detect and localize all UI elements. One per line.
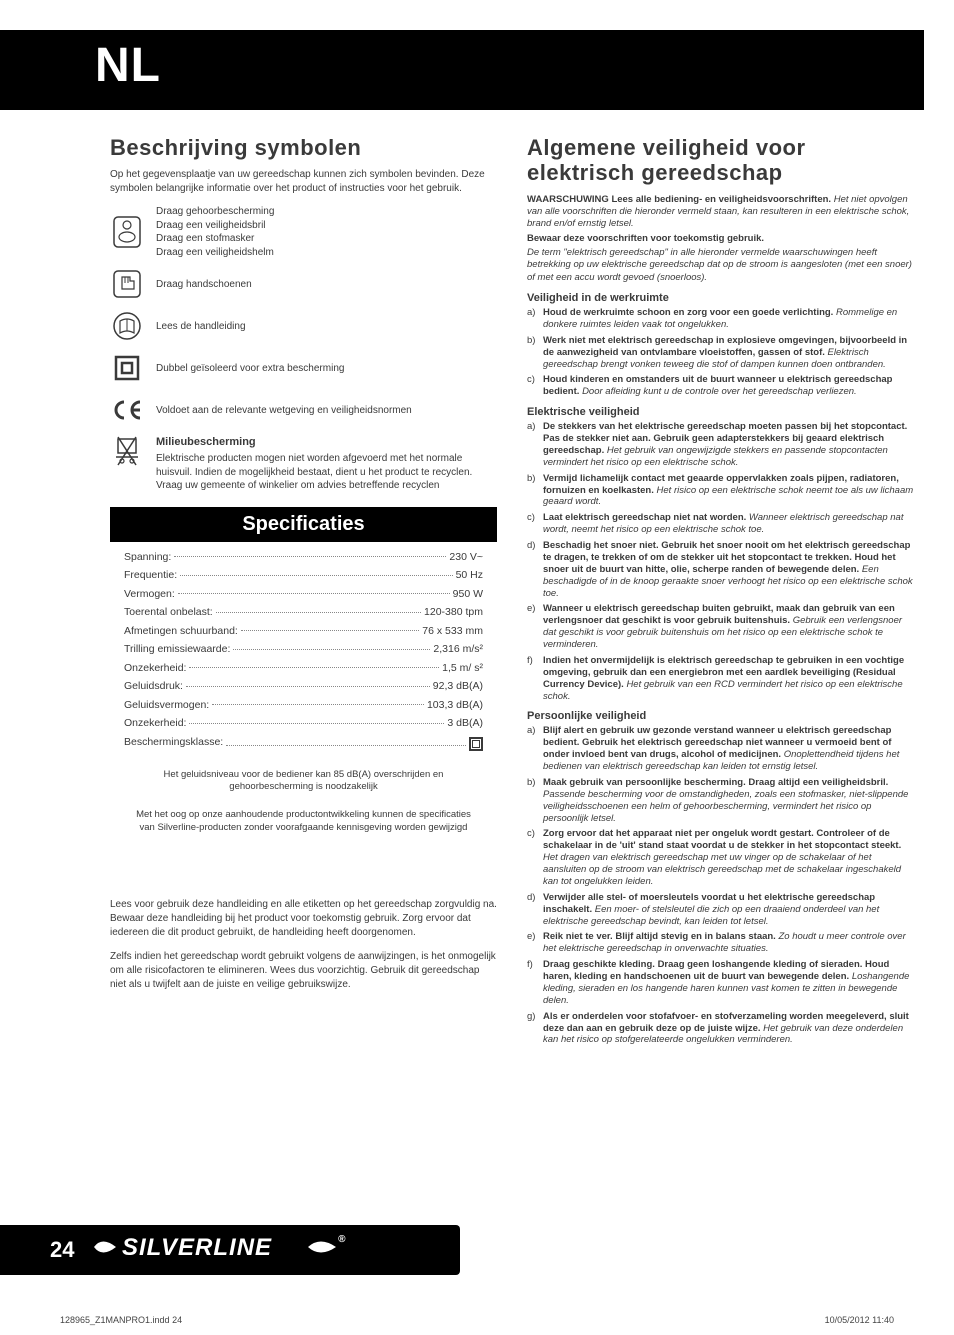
spec-row: Geluidsdruk: 92,3 dB(A) [124,681,483,692]
safety-subheading: Elektrische veiligheid [527,406,914,418]
symbol-text: Lees de handleiding [156,320,246,334]
spec-row: Toerental onbelast: 120-380 tpm [124,607,483,618]
ce-icon [110,393,144,427]
warning-keep: Bewaar deze voorschriften voor toekomsti… [527,233,914,245]
safety-list: a)De stekkers van het elektrische gereed… [527,421,914,702]
safety-subheading: Persoonlijke veiligheid [527,710,914,722]
safety-item: d)Beschadig het snoer niet. Gebruik het … [543,540,914,599]
env-text: Elektrische producten mogen niet worden … [156,453,472,491]
spec-label: Trilling emissiewaarde: [124,644,230,655]
manual-icon [110,309,144,343]
safety-list: a)Houd de werkruimte schoon en zorg voor… [527,307,914,398]
svg-text:SILVERLINE: SILVERLINE [122,1234,272,1261]
spec-label: Geluidsvermogen: [124,700,209,711]
safety-item: a)De stekkers van het elektrische gereed… [543,421,914,469]
print-date: 10/05/2012 11:40 [825,1315,894,1325]
brand-logo: SILVERLINE ® [92,1230,352,1271]
spec-note-noise: Het geluidsniveau voor de bediener kan 8… [110,765,497,798]
safety-item: g)Als er onderdelen voor stofafvoer- en … [543,1011,914,1047]
left-column: Beschrijving symbolen Op het gegevenspla… [110,135,497,1050]
spec-note-change: Met het oog op onze aanhoudende producto… [110,805,497,838]
spec-value: 230 V~ [449,552,483,563]
spec-value: 120-380 tpm [424,607,483,618]
spec-label: Geluidsdruk: [124,681,183,692]
symbol-text: Draag handschoenen [156,278,252,292]
spec-value: 950 W [453,589,483,600]
warning-definition: De term "elektrisch gereedschap" in alle… [527,247,914,284]
safety-item: c)Houd kinderen en omstanders uit de buu… [543,374,914,398]
warning-lead: WAARSCHUWING Lees alle bediening- en vei… [527,194,831,205]
safety-item: c)Laat elektrisch gereedschap niet nat w… [543,512,914,536]
symbol-text: Voldoet aan de relevante wetgeving en ve… [156,404,412,418]
spec-row: Afmetingen schuurband: 76 x 533 mm [124,626,483,637]
ppe-icon [110,215,144,249]
spec-value: 103,3 dB(A) [427,700,483,711]
symbol-row: Draag gehoorbeschermingDraag een veiligh… [110,205,497,259]
safety-heading: Algemene veiligheid voor elektrisch gere… [527,135,914,186]
safety-subheading: Veiligheid in de werkruimte [527,292,914,304]
language-bar: NL [0,30,924,110]
spec-heading: Specificaties [110,507,497,542]
safety-item: c)Zorg ervoor dat het apparaat niet per … [543,828,914,887]
spec-label: Vermogen: [124,589,175,600]
gloves-icon [110,267,144,301]
language-code: NL [95,38,161,93]
safety-item: b)Maak gebruik van persoonlijke bescherm… [543,777,914,825]
double-insulated-icon [110,351,144,385]
spec-value: 50 Hz [456,570,483,581]
safety-list: a)Blijf alert en gebruik uw gezonde vers… [527,725,914,1046]
spec-label: Beschermingsklasse: [124,737,223,751]
safety-item: e)Wanneer u elektrisch gereedschap buite… [543,603,914,651]
usage-para-1: Lees voor gebruik deze handleiding en al… [110,898,497,940]
spec-value: 1,5 m/ s² [442,663,483,674]
symbol-row: Voldoet aan de relevante wetgeving en ve… [110,393,497,427]
spec-label: Frequentie: [124,570,177,581]
spec-value [469,737,483,751]
safety-item: e)Reik niet te ver. Blijf altijd stevig … [543,931,914,955]
symbols-heading: Beschrijving symbolen [110,135,497,160]
spec-label: Onzekerheid: [124,718,186,729]
safety-item: a)Houd de werkruimte schoon en zorg voor… [543,307,914,331]
print-metadata: 128965_Z1MANPRO1.indd 24 10/05/2012 11:4… [60,1315,894,1325]
spec-row: Geluidsvermogen: 103,3 dB(A) [124,700,483,711]
safety-item: f)Indien het onvermijdelijk is elektrisc… [543,655,914,703]
safety-item: a)Blijf alert en gebruik uw gezonde vers… [543,725,914,773]
spec-label: Onzekerheid: [124,663,186,674]
safety-item: f)Draag geschikte kleding. Draag geen lo… [543,959,914,1007]
spec-value: 76 x 533 mm [422,626,483,637]
footer-bar: 24 SILVERLINE ® [0,1225,460,1275]
spec-label: Toerental onbelast: [124,607,213,618]
spec-row: Onzekerheid: 1,5 m/ s² [124,663,483,674]
spec-row: Vermogen: 950 W [124,589,483,600]
spec-row: Onzekerheid: 3 dB(A) [124,718,483,729]
spec-value: 92,3 dB(A) [433,681,483,692]
spec-value: 2,316 m/s² [433,644,483,655]
spec-table: Spanning: 230 V~ Frequentie: 50 Hz Vermogen:… [110,542,497,765]
usage-para-2: Zelfs indien het gereedschap wordt gebru… [110,950,497,992]
spec-value: 3 dB(A) [447,718,483,729]
spec-row: Trilling emissiewaarde: 2,316 m/s² [124,644,483,655]
safety-item: b)Werk niet met elektrisch gereedschap i… [543,335,914,371]
symbol-row: Draag handschoenen [110,267,497,301]
symbol-text: Dubbel geïsoleerd voor extra bescherming [156,362,344,376]
spec-label: Spanning: [124,552,171,563]
spec-row: Spanning: 230 V~ [124,552,483,563]
symbol-text: Draag gehoorbeschermingDraag een veiligh… [156,205,274,259]
spec-row: Beschermingsklasse: [124,737,483,751]
safety-item: d)Verwijder alle stel- of moersleutels v… [543,892,914,928]
safety-item: b)Vermijd lichamelijk contact met geaard… [543,473,914,509]
symbol-row: Dubbel geïsoleerd voor extra bescherming [110,351,497,385]
weee-icon [110,435,144,469]
spec-label: Afmetingen schuurband: [124,626,238,637]
page-number: 24 [50,1237,74,1263]
right-column: Algemene veiligheid voor elektrisch gere… [527,135,914,1050]
spec-row: Frequentie: 50 Hz [124,570,483,581]
svg-text:®: ® [338,1234,346,1245]
symbols-intro: Op het gegevensplaatje van uw gereedscha… [110,168,497,195]
env-heading: Milieubescherming [156,435,497,450]
print-file: 128965_Z1MANPRO1.indd 24 [60,1315,182,1325]
symbol-row: Lees de handleiding [110,309,497,343]
